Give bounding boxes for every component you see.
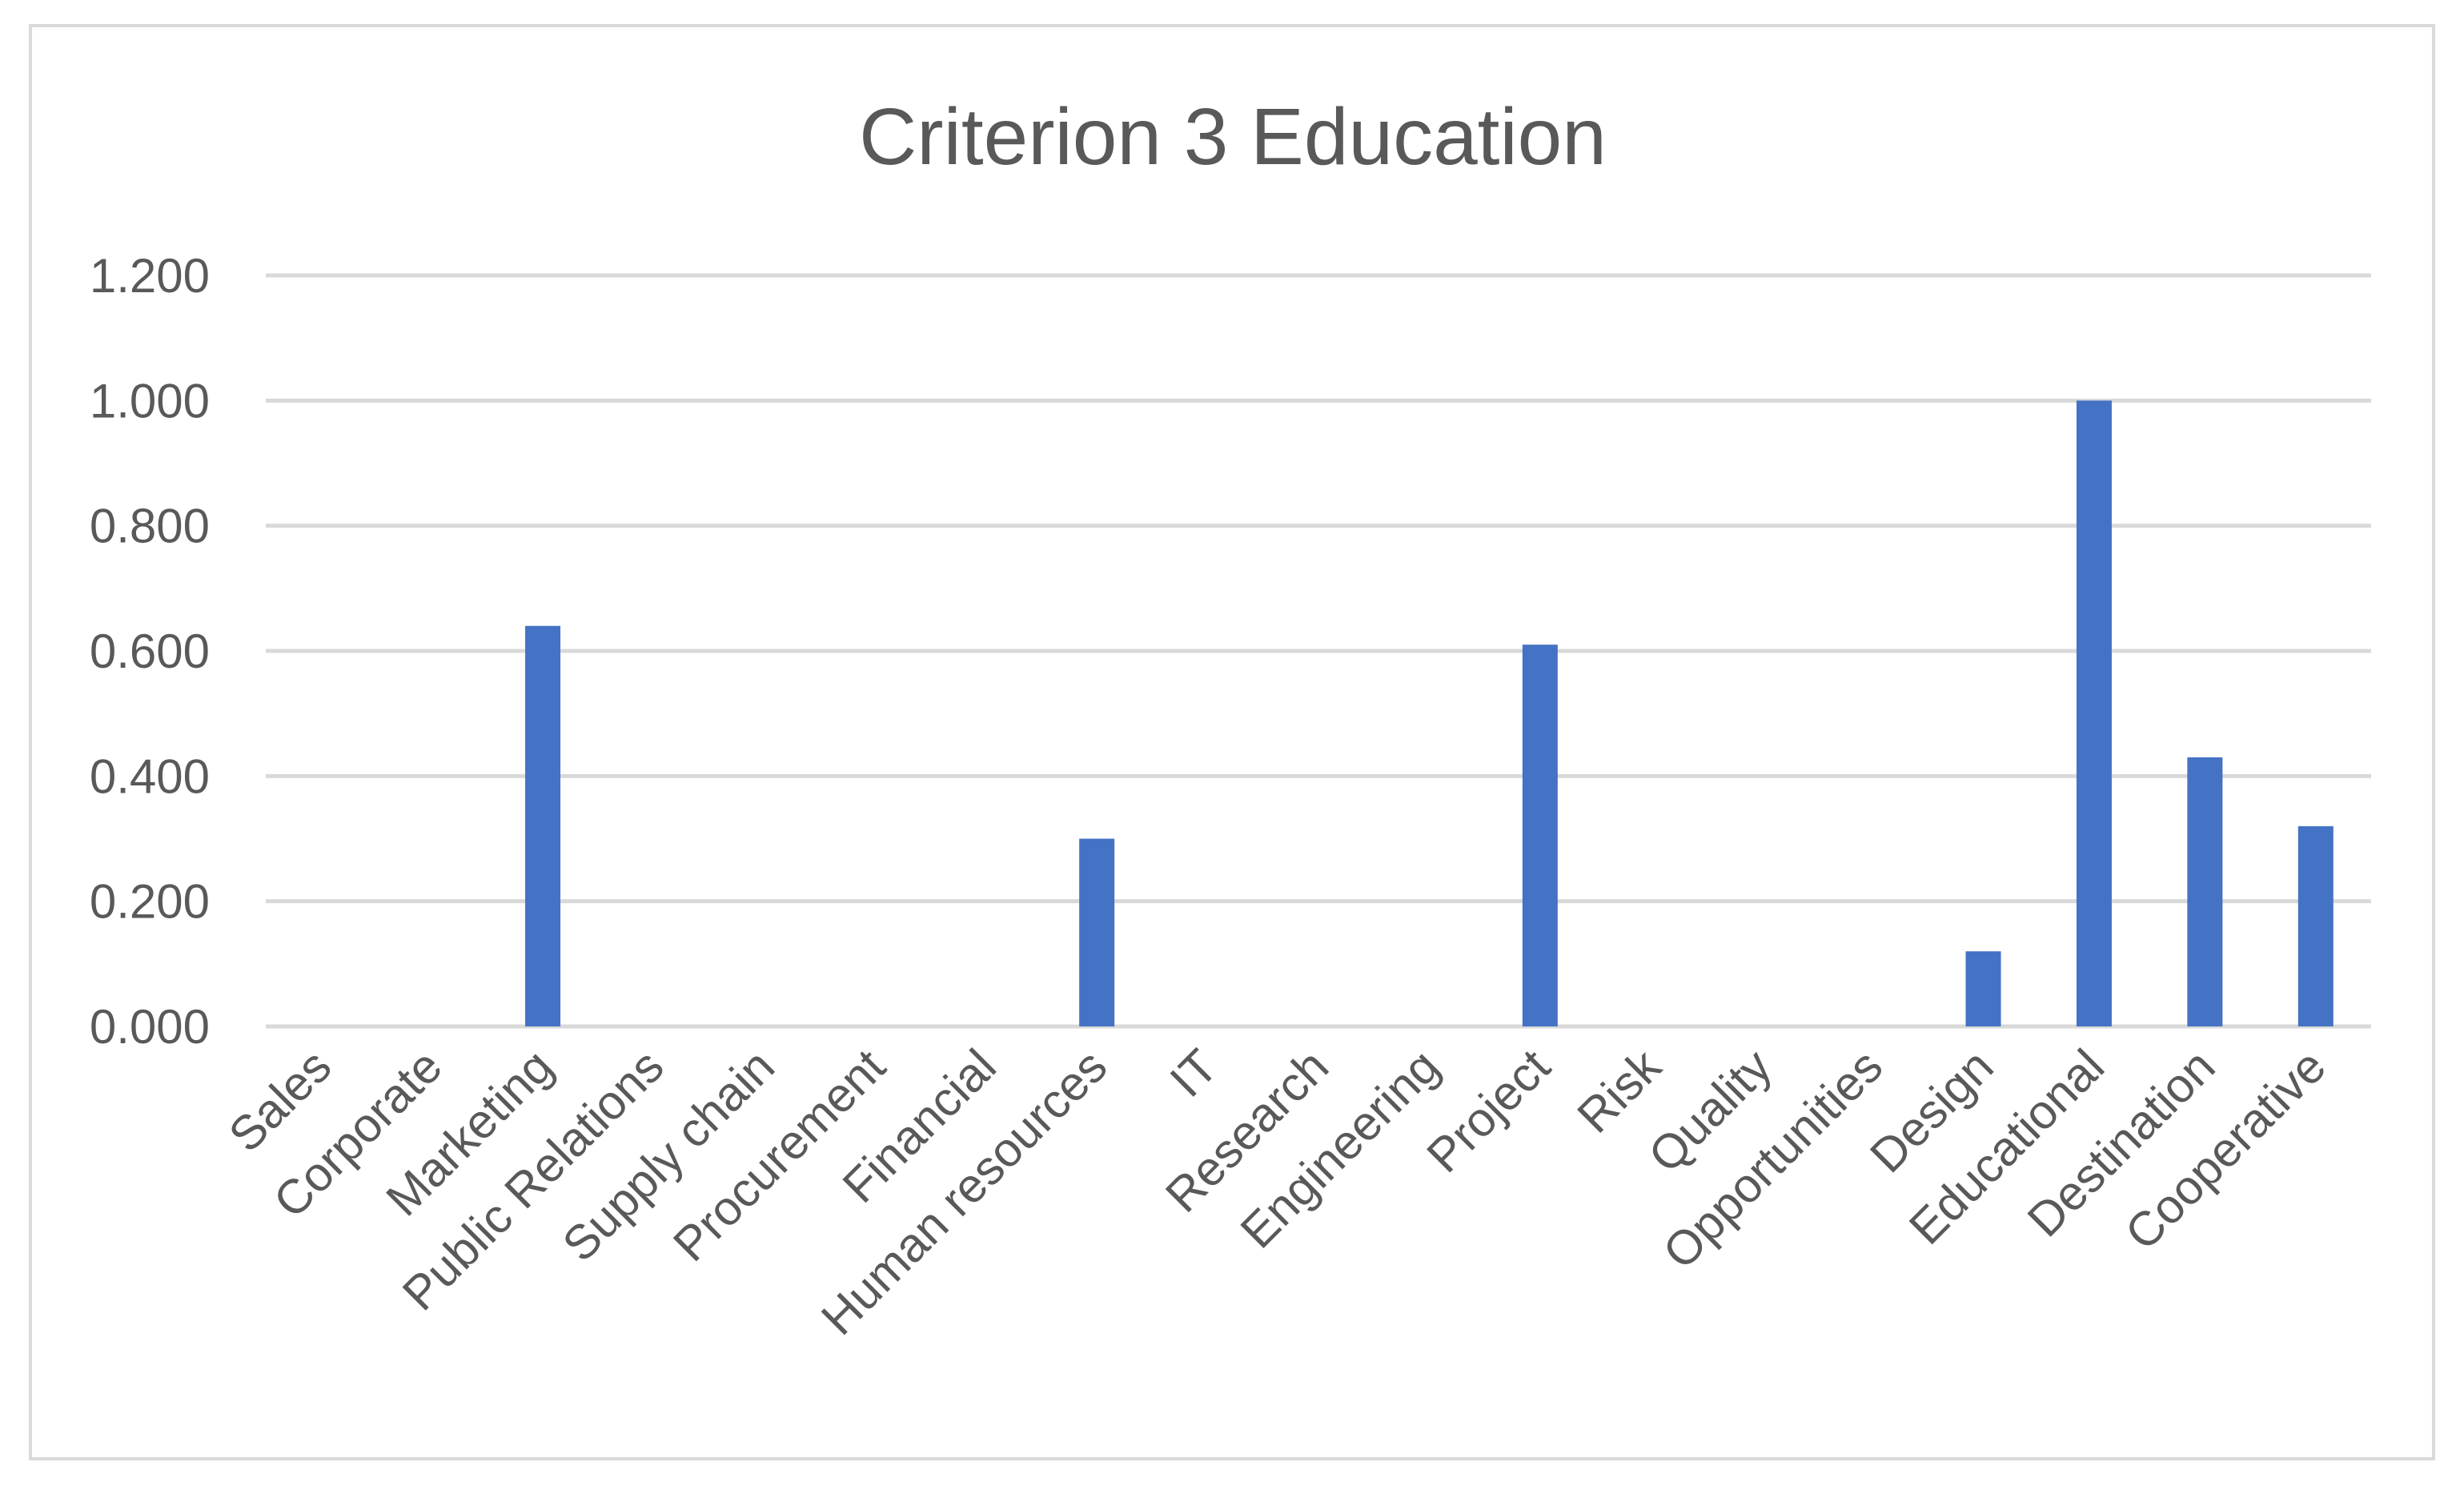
y-tick-label: 0.400 xyxy=(90,749,210,803)
bar-destination xyxy=(2187,757,2223,1026)
x-tick-label: Project xyxy=(1417,1039,1561,1183)
y-tick-label: 0.000 xyxy=(90,1000,210,1054)
y-tick-label: 1.200 xyxy=(90,249,210,303)
y-tick-label: 0.600 xyxy=(90,625,210,678)
chart-title: Criterion 3 Education xyxy=(859,92,1607,182)
y-tick-label: 0.200 xyxy=(90,875,210,929)
bar-human-resources xyxy=(1079,838,1115,1026)
y-axis-ticks: 0.000 0.200 0.400 0.600 0.800 1.000 1.200 xyxy=(90,249,210,1054)
y-tick-label: 1.000 xyxy=(90,374,210,428)
gridlines xyxy=(266,273,2371,1029)
bars xyxy=(525,400,2334,1026)
bar-marketing xyxy=(525,625,561,1026)
bar-educational xyxy=(2076,400,2112,1026)
bar-cooperative xyxy=(2297,825,2334,1026)
x-tick-label: IT xyxy=(1160,1039,1228,1107)
bar-project xyxy=(1522,645,1558,1026)
bar-design xyxy=(1965,951,2001,1026)
y-tick-label: 0.800 xyxy=(90,500,210,553)
chart-frame xyxy=(29,24,2435,1460)
